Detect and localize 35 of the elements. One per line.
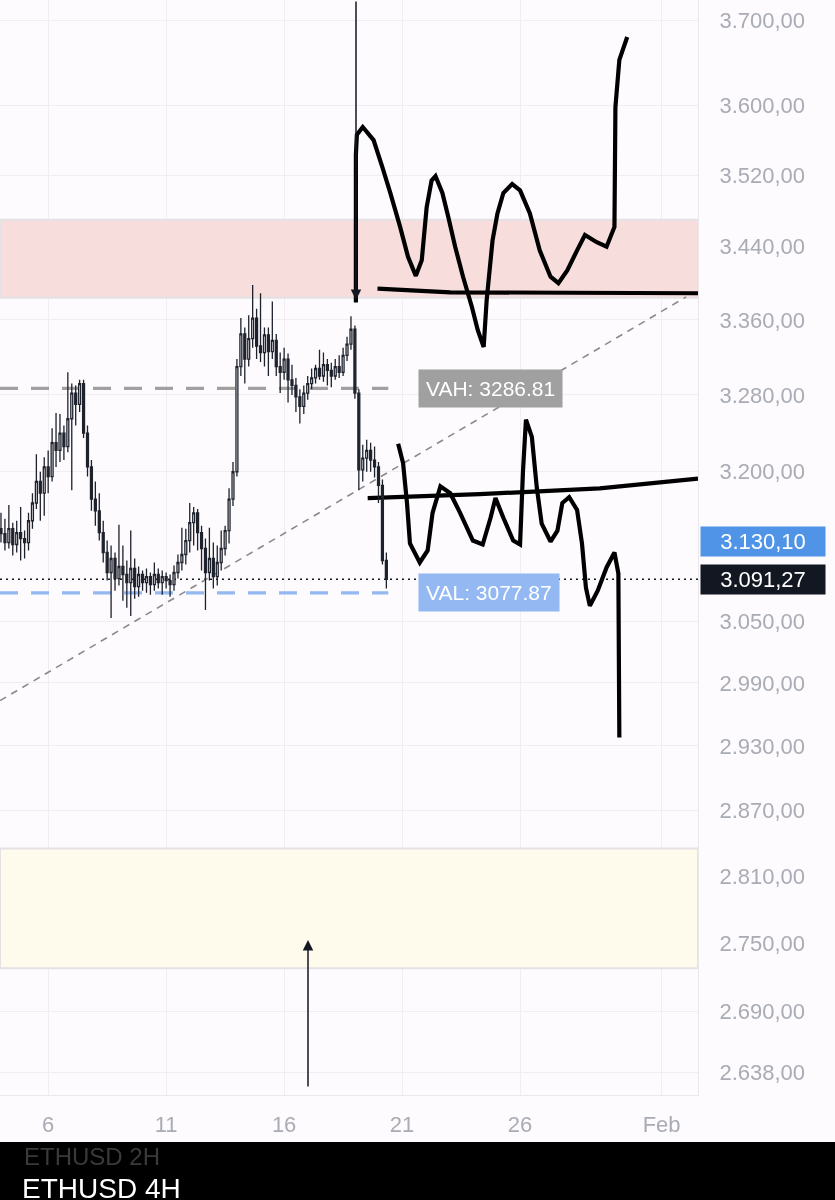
- x-tick-label: 21: [389, 1112, 415, 1138]
- y-tick-label: 3.200,00: [719, 459, 806, 485]
- text: ETHUSD 2H: [24, 1143, 161, 1170]
- text: 3.130,10: [720, 529, 806, 554]
- candlestick: [258, 292, 263, 363]
- y-tick-label: 3.360,00: [719, 307, 806, 333]
- ref-line-label: 3.091,27: [720, 567, 806, 592]
- series-label: VAL: 3077.87: [426, 581, 552, 604]
- text: ETHUSD 4H: [22, 1172, 181, 1200]
- y-tick-label: 2.870,00: [719, 798, 806, 824]
- y-tick-label: 3.600,00: [719, 93, 806, 119]
- series-label: VAH: 3286.81: [426, 377, 556, 400]
- y-tick-label: 2.690,00: [719, 999, 806, 1025]
- y-tick-label: 3.050,00: [719, 608, 806, 634]
- y-tick-label: 2.638,00: [719, 1060, 806, 1086]
- y-tick-label: 2.810,00: [719, 863, 806, 889]
- x-tick-label: 6: [42, 1112, 55, 1138]
- y-tick-label: 3.440,00: [719, 234, 806, 260]
- y-tick-label: 3.280,00: [719, 382, 806, 408]
- candlestick: [160, 569, 164, 596]
- y-tick-label: 2.750,00: [719, 930, 806, 956]
- candlestick: [317, 349, 322, 381]
- y-tick-label: 3.700,00: [719, 7, 806, 33]
- candlestick: [58, 413, 62, 463]
- y-tick-label: 2.990,00: [719, 670, 806, 696]
- x-tick-label: Feb: [642, 1112, 681, 1138]
- x-tick-label: 11: [154, 1112, 178, 1138]
- x-tick-label: 16: [271, 1112, 297, 1138]
- x-tick-label: 26: [507, 1112, 533, 1138]
- y-tick-label: 3.520,00: [719, 162, 806, 188]
- candlestick: [321, 351, 326, 383]
- candlestick: [329, 362, 333, 388]
- y-tick-label: 2.930,00: [719, 733, 806, 759]
- candlestick: [286, 352, 290, 404]
- candlestick: [19, 506, 23, 562]
